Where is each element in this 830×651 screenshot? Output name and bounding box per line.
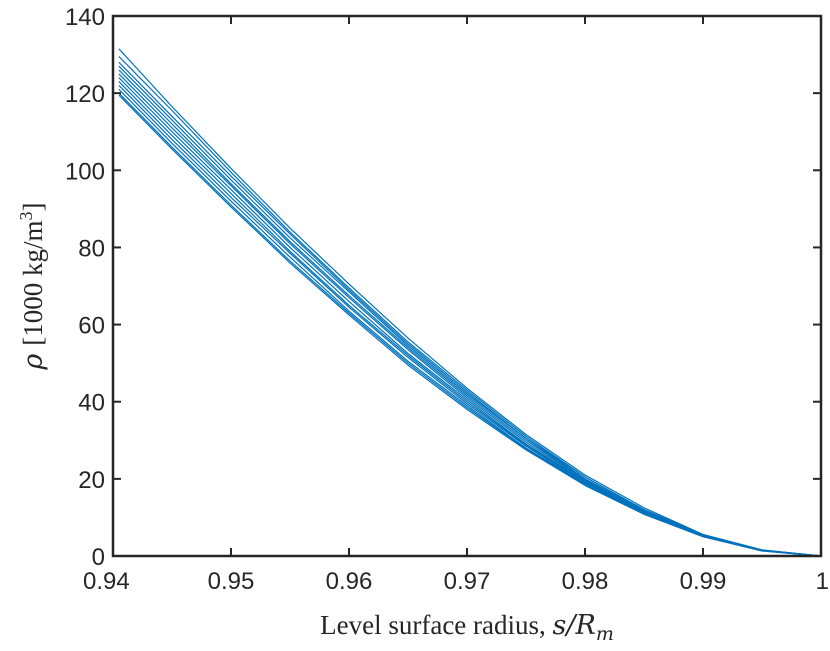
x-axis-label-subscript: m [596, 623, 614, 645]
series-line-7 [118, 77, 822, 557]
series-line-8 [118, 81, 822, 557]
x-tick-label: 0.98 [562, 568, 609, 595]
series-line-6 [118, 73, 822, 557]
series-line-11 [118, 92, 822, 557]
series-line-3 [118, 61, 822, 557]
y-tick-label: 120 [65, 81, 105, 108]
x-tick-label: 0.97 [444, 568, 491, 595]
y-axis-label-greek: ρ [18, 354, 49, 371]
x-tick-label: 1 [816, 568, 829, 595]
x-tick-label: 0.96 [326, 568, 373, 595]
y-tick-label: 60 [78, 313, 105, 340]
y-tick-label: 140 [65, 4, 105, 31]
plot-lines [118, 48, 822, 557]
y-axis-label: ρ [1000 kg/m3] [16, 202, 49, 370]
y-axis: 0 20 40 60 80 100 120 140 [65, 4, 821, 571]
y-tick-label: 100 [65, 158, 105, 185]
y-tick-label: 80 [78, 235, 105, 262]
series-line-4 [118, 65, 822, 557]
x-axis: 0.94 0.95 0.96 0.97 0.98 0.99 1 [83, 16, 829, 595]
series-line-1 [118, 48, 822, 557]
y-axis-label-text: [1000 kg/m [18, 220, 48, 345]
series-line-2 [118, 56, 822, 557]
x-axis-label-text: Level surface radius, [320, 610, 552, 640]
x-tick-label: 0.94 [83, 568, 130, 595]
x-axis-label-math: s/R [553, 610, 596, 641]
x-tick-label: 0.99 [680, 568, 727, 595]
y-tick-label: 40 [78, 390, 105, 417]
y-tick-label: 20 [78, 467, 105, 494]
y-tick-label: 0 [92, 544, 105, 571]
y-axis-label-close: ] [18, 202, 48, 211]
plot-frame [111, 14, 823, 558]
x-tick-label: 0.95 [208, 568, 255, 595]
series-line-5 [118, 69, 822, 557]
y-axis-label-superscript: 3 [16, 211, 36, 220]
x-axis-label: Level surface radius, s/Rm [320, 610, 614, 645]
series-line-9 [118, 84, 822, 557]
series-line-12 [118, 94, 822, 557]
series-line-10 [118, 88, 822, 557]
